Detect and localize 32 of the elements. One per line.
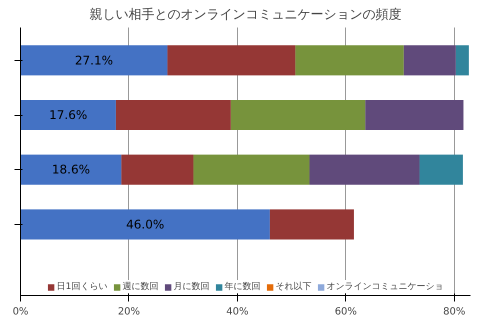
bar: [20, 100, 116, 130]
bar: [309, 154, 420, 185]
legend-label: オンラインコミュニケーショ: [326, 281, 444, 293]
bar: [295, 45, 404, 76]
legend-label: 日1回くらい: [56, 281, 108, 293]
bar: [167, 45, 296, 76]
bar: [420, 154, 463, 185]
bar: [121, 154, 194, 185]
data-label: 18.6%: [52, 162, 90, 177]
x-tick-label: 80%: [443, 306, 466, 318]
bar: [230, 100, 366, 130]
bar: [20, 45, 168, 76]
legend-label: 月に数回: [173, 280, 210, 293]
bar: [365, 100, 464, 130]
data-label: 17.6%: [49, 108, 88, 122]
x-tick-label: 40%: [226, 306, 248, 318]
x-tick-label: 20%: [118, 306, 140, 318]
bar: [404, 45, 456, 76]
legend-label: 年に数回: [224, 280, 260, 293]
data-label: 27.1%: [74, 53, 114, 68]
x-tick-label: 60%: [334, 306, 357, 318]
bar: [20, 154, 122, 185]
bar: [456, 45, 469, 76]
bar: [116, 100, 231, 130]
bar: [20, 209, 270, 240]
chart-title: 親しい相手とのオンラインコミュニケーションの頻度: [90, 6, 402, 22]
x-tick-label: 0%: [12, 306, 28, 318]
legend-label: 週に数回: [122, 280, 158, 293]
data-label: 46.0%: [126, 217, 164, 232]
legend-label: それ以下: [275, 280, 312, 293]
bar: [193, 154, 310, 185]
bar: [270, 209, 354, 240]
